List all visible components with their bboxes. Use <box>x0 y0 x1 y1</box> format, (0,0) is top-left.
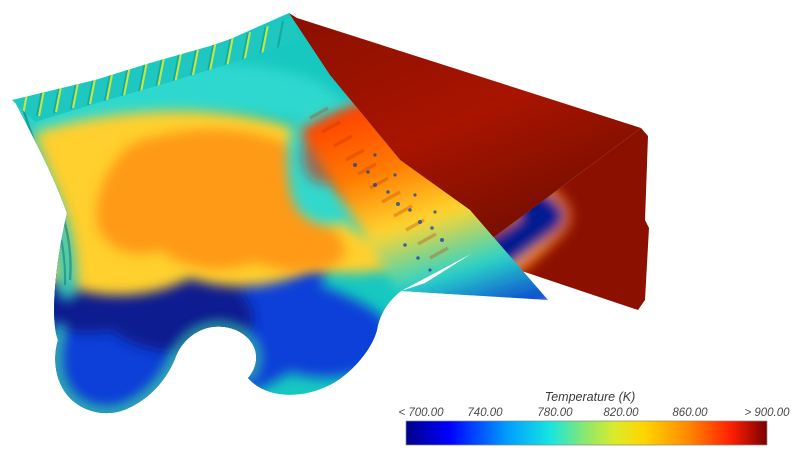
svg-text:740.00: 740.00 <box>467 407 503 419</box>
svg-text:< 700.00: < 700.00 <box>398 407 444 419</box>
svg-text:860.00: 860.00 <box>672 407 708 419</box>
svg-text:780.00: 780.00 <box>537 407 573 419</box>
svg-text:> 900.00: > 900.00 <box>744 407 790 419</box>
svg-text:Temperature (K): Temperature (K) <box>545 390 636 404</box>
svg-text:820.00: 820.00 <box>603 407 639 419</box>
